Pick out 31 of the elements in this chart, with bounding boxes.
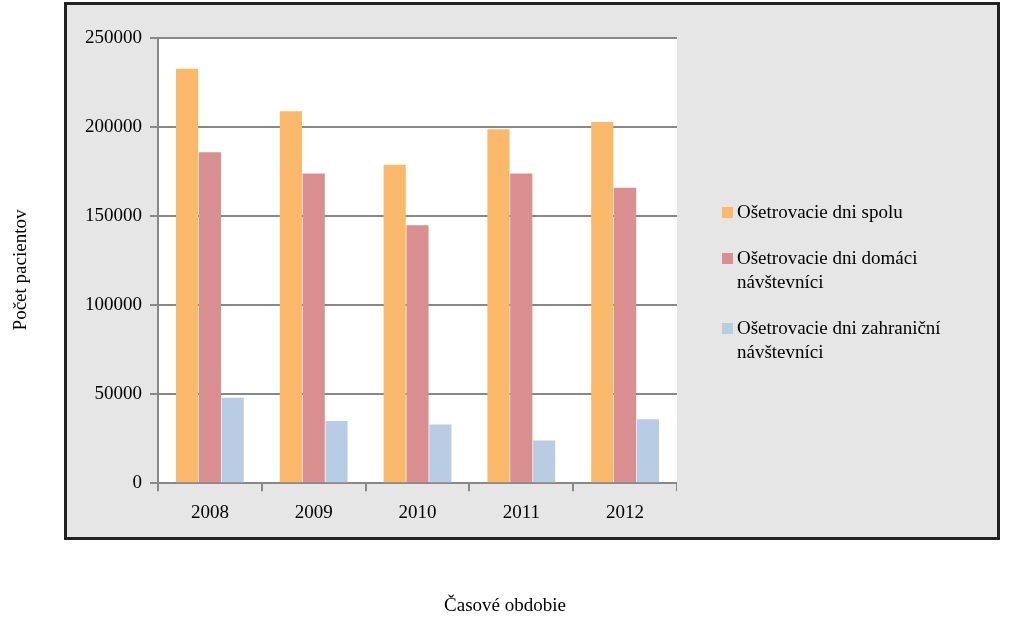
x-axis-title: Časové obdobie [444, 594, 566, 616]
bar [614, 187, 637, 483]
y-tick-label: 150000 [85, 204, 142, 226]
y-tick-label: 50000 [94, 382, 142, 404]
bar [510, 173, 533, 483]
y-tick-label: 0 [132, 471, 142, 493]
x-tick-label: 2010 [398, 500, 437, 522]
bar [591, 122, 614, 483]
bar [406, 225, 429, 483]
bar [383, 164, 406, 483]
legend-label: Ošetrovacie dni domáci návštevníci [737, 246, 919, 294]
bar [221, 397, 244, 483]
bar [198, 152, 221, 483]
y-tick-label: 100000 [85, 293, 142, 315]
bar [636, 419, 660, 483]
y-tick-label: 250000 [85, 26, 142, 48]
bar [302, 173, 325, 483]
y-tick-label: 200000 [85, 115, 142, 137]
bar [533, 440, 556, 483]
x-tick-label: 2011 [502, 500, 540, 522]
bar [175, 68, 199, 483]
legend-label: Ošetrovacie dni zahraniční návštevníci [737, 316, 942, 364]
bar [279, 111, 302, 483]
bar [429, 424, 452, 483]
x-tick-label: 2008 [190, 500, 229, 522]
y-axis-title: Počet pacientov [9, 209, 31, 331]
bar [487, 129, 510, 483]
legend-label: Ošetrovacie dni spolu [737, 200, 903, 224]
bar [325, 420, 348, 483]
x-tick-label: 2009 [294, 500, 333, 522]
x-tick-label: 2012 [606, 500, 645, 522]
